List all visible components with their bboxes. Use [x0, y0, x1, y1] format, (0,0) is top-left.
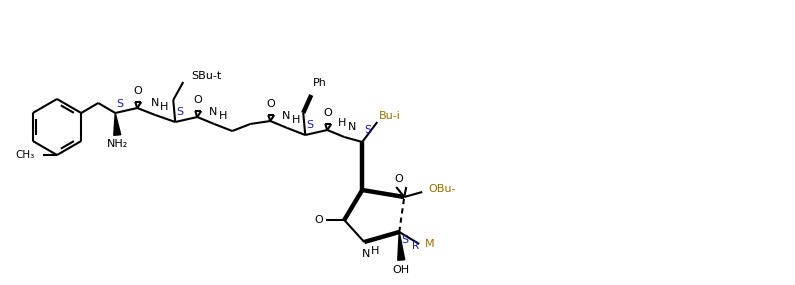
Text: O: O	[134, 86, 142, 96]
Text: Ph: Ph	[313, 78, 328, 88]
Text: N: N	[348, 122, 356, 132]
Text: H: H	[160, 102, 169, 112]
Text: S: S	[117, 99, 124, 109]
Text: NH₂: NH₂	[107, 139, 128, 149]
Text: H: H	[371, 246, 379, 256]
Text: SBu-t: SBu-t	[191, 71, 221, 81]
Polygon shape	[114, 113, 121, 135]
Text: N: N	[282, 111, 290, 121]
Text: H: H	[338, 118, 347, 128]
Text: Bu-i: Bu-i	[379, 111, 401, 121]
Text: R: R	[412, 241, 419, 251]
Text: S: S	[365, 125, 372, 135]
Text: O: O	[395, 174, 404, 184]
Text: N: N	[151, 98, 160, 108]
Text: O: O	[315, 215, 324, 225]
Text: N: N	[209, 107, 218, 117]
Text: OH: OH	[393, 265, 409, 275]
Text: O: O	[267, 99, 276, 109]
Text: S: S	[307, 120, 314, 130]
Text: O: O	[324, 108, 332, 118]
Text: H: H	[219, 111, 227, 121]
Text: H: H	[292, 115, 301, 125]
Polygon shape	[398, 232, 405, 260]
Text: OBu-: OBu-	[429, 184, 456, 194]
Text: CH₃: CH₃	[16, 150, 35, 160]
Text: O: O	[194, 95, 203, 105]
Text: S: S	[176, 107, 184, 117]
Text: S: S	[401, 235, 409, 245]
Text: M: M	[425, 239, 434, 249]
Text: N: N	[362, 249, 370, 259]
